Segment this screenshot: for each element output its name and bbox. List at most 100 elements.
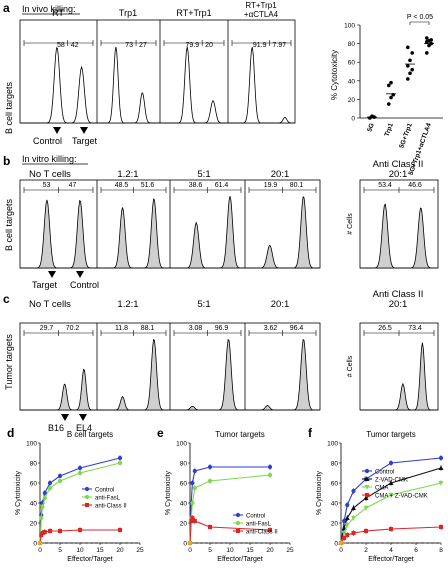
x-axis-label: Effector/Target — [368, 556, 413, 563]
chart-d: d B cell targets % Cytotoxicity 0 20 40 60 80 10… — [7, 426, 144, 563]
series-anti-class-ii — [38, 527, 122, 545]
data-point — [118, 528, 122, 532]
x-tick-label: 6 — [414, 547, 418, 554]
data-point — [388, 460, 394, 466]
gate-value-left: 38.6 — [189, 182, 203, 189]
gate-value-right: 80.1 — [290, 182, 304, 189]
x-tick-label: 25 — [286, 547, 294, 554]
scatter-point — [408, 58, 412, 63]
scatter-ytick-label: 80 — [348, 41, 356, 48]
gate-value-left: 11.8 — [115, 325, 128, 332]
scatter-category-label: 5G+Trp1 — [398, 122, 414, 149]
panel-letter-d: d — [7, 426, 14, 440]
hist-title: No T cells — [29, 299, 71, 310]
data-point — [364, 476, 370, 481]
gate-value-right: 51.6 — [141, 182, 155, 189]
origin-marker — [338, 540, 344, 546]
gate-value-right: 46.6 — [408, 182, 422, 189]
panel-letter-a: a — [3, 1, 10, 15]
side-title-ratio: 20:1 — [389, 169, 408, 180]
data-point — [364, 529, 368, 533]
arrow-label-target: Target — [72, 136, 98, 146]
series-cma-z-vad-cmk — [339, 524, 443, 545]
data-point — [207, 464, 213, 470]
origin-marker — [37, 540, 43, 546]
chart-title: Tumor targets — [366, 430, 416, 439]
histogram-trace — [228, 47, 295, 124]
y-tick-label: 80 — [30, 460, 38, 467]
data-point — [364, 468, 370, 474]
gate-value-left: 53.4 — [378, 182, 392, 189]
data-point — [351, 531, 356, 535]
side-title-ratio: 20:1 — [389, 299, 408, 310]
gate-value-left: 19.9 — [264, 182, 278, 189]
legend-label: anti-Class II — [95, 504, 127, 510]
histogram-trace — [360, 342, 438, 411]
scatter-point — [410, 51, 415, 55]
y-tick-label: 100 — [26, 440, 37, 447]
data-point — [39, 515, 44, 521]
scatter-point — [410, 67, 415, 72]
data-point — [42, 495, 47, 501]
legend-label: Z-VAD-CMK — [375, 478, 408, 484]
gate-value-left: 91.9 — [253, 42, 267, 49]
x-tick-label: 8 — [439, 547, 443, 554]
scatter-point — [425, 36, 429, 40]
significance-bracket — [409, 21, 430, 25]
data-point — [388, 480, 394, 485]
control-arrow — [53, 127, 61, 134]
data-point — [235, 520, 241, 526]
gate-value-right: 27 — [139, 42, 147, 49]
x-tick-label: 15 — [246, 547, 254, 554]
hist-title: 1.2:1 — [117, 299, 138, 310]
data-point — [208, 525, 212, 529]
legend-label: Control — [246, 514, 265, 520]
y-tick-label: 20 — [331, 520, 339, 527]
scatter-ytick-label: 0 — [351, 116, 355, 123]
arrow-label-control: Control — [70, 280, 99, 290]
control-arrow — [76, 271, 84, 278]
panel-b-ylabel: B cell targets — [4, 198, 14, 251]
data-point — [342, 536, 347, 540]
x-axis-label: Effector/Target — [67, 556, 112, 563]
gate-value-left: 73 — [125, 42, 133, 49]
arrow-label-el4: EL4 — [76, 423, 92, 433]
data-point — [77, 470, 83, 476]
gate-value-left: 53 — [43, 182, 51, 189]
data-point — [42, 490, 47, 496]
x-tick-label: 5 — [208, 547, 212, 554]
data-point — [84, 494, 90, 500]
data-point — [207, 478, 213, 484]
y-tick-label: 20 — [180, 520, 188, 527]
data-point — [84, 486, 90, 492]
data-point — [40, 531, 45, 535]
gate-value-left: 26.5 — [378, 325, 392, 332]
x-tick-label: 15 — [96, 547, 104, 554]
data-point — [364, 485, 370, 490]
data-point — [439, 525, 443, 529]
data-point — [438, 455, 444, 461]
x-tick-label: 10 — [226, 547, 234, 554]
panel-c-ylabel: Tumor targets — [4, 334, 14, 390]
panel-letter-c: c — [3, 292, 10, 306]
x-tick-label: 4 — [389, 547, 393, 554]
histogram-trace — [20, 46, 97, 124]
side-title: Anti Class II — [373, 159, 424, 170]
x-tick-label: 20 — [266, 547, 274, 554]
scatter-point — [408, 71, 412, 76]
histogram-trace — [20, 199, 97, 269]
data-point — [77, 465, 83, 471]
data-point — [190, 500, 195, 506]
histogram-trace — [97, 338, 170, 411]
data-point — [345, 502, 350, 508]
data-point — [47, 485, 53, 491]
scatter-point — [387, 102, 391, 106]
chart-f: f Tumor targets% Cytotoxicity020406080100… — [308, 426, 444, 563]
gate-value-left: 79.9 — [186, 42, 200, 49]
y-tick-label: 60 — [180, 480, 188, 487]
gate-value-left: 58 — [57, 42, 65, 49]
x-tick-label: 10 — [76, 547, 84, 554]
gate-value-left: 3.08 — [189, 325, 203, 332]
scatter-point — [406, 64, 410, 68]
